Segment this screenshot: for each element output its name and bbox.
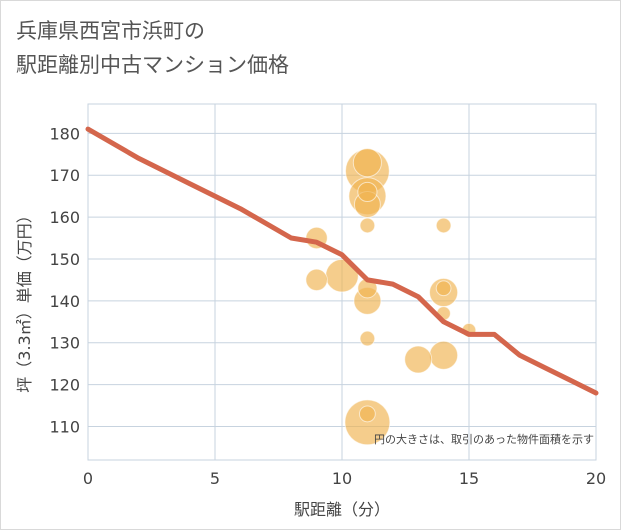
bubble-point — [357, 181, 378, 203]
bubble-point — [352, 148, 382, 178]
bubble-point — [359, 217, 376, 234]
y-axis-label: 坪（3.3㎡）単価（万円） — [15, 207, 34, 392]
bubble-point — [358, 405, 376, 423]
x-tick-label: 10 — [332, 469, 352, 488]
bubble-layer — [305, 148, 477, 446]
y-tick-label: 160 — [49, 208, 80, 227]
x-tick-label: 0 — [83, 469, 93, 488]
chart-title: 兵庫県西宮市浜町の 駅距離別中古マンション価格 — [16, 14, 289, 82]
trend-line — [85, 126, 599, 396]
y-tick-label: 140 — [49, 292, 80, 311]
bubble-point — [359, 330, 376, 347]
bubble-point — [435, 280, 452, 297]
size-note: 円の大きさは、取引のあった物件面積を示す — [374, 432, 594, 446]
tick-labels: 0 5 10 15 20 110 120 130 140 150 160 170 180 — [49, 124, 606, 488]
bubble-point — [429, 340, 459, 370]
x-tick-label: 15 — [459, 469, 479, 488]
bubble-point — [435, 217, 452, 234]
y-tick-label: 170 — [49, 166, 80, 185]
bubble-point — [305, 268, 328, 292]
y-tick-label: 150 — [49, 250, 80, 269]
title-line-1: 兵庫県西宮市浜町の — [16, 19, 205, 43]
x-tick-label: 5 — [210, 469, 220, 488]
y-tick-label: 180 — [49, 124, 80, 143]
x-axis-label: 駅距離（分） — [294, 500, 390, 519]
y-tick-label: 120 — [49, 376, 80, 395]
y-tick-label: 130 — [49, 334, 80, 353]
y-tick-label: 110 — [49, 417, 80, 436]
bubble-point — [404, 345, 433, 374]
x-tick-label: 20 — [586, 469, 606, 488]
title-line-2: 駅距離別中古マンション価格 — [16, 53, 289, 77]
